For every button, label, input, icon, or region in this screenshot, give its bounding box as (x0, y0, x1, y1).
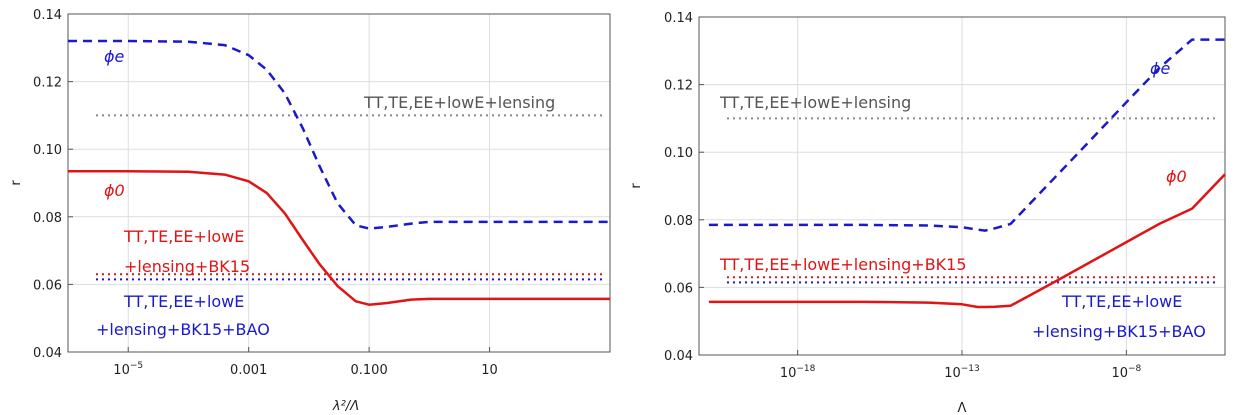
left-label-phi-e: ϕe (104, 47, 125, 66)
left-x-tick-label: 10 (481, 363, 498, 378)
left-y-tick-label: 0.04 (33, 346, 62, 361)
left-series-line (68, 39, 610, 230)
left-annotation-bk15-line1: TT,TE,EE+lowE (123, 227, 244, 246)
left-plot-frame (67, 13, 611, 353)
right-annotation-lensing: TT,TE,EE+lowE+lensing (719, 93, 911, 112)
right-annotation-bk15: TT,TE,EE+lowE+lensing+BK15 (719, 255, 967, 274)
right-y-tick-label: 0.10 (664, 146, 693, 161)
right-annotation-bao-line2: +lensing+BK15+BAO (1032, 322, 1206, 341)
left-y-tick-label: 0.08 (33, 211, 62, 226)
left-x-ticks: 10−5 0.001 0.100 10 (113, 347, 498, 378)
right-y-tick-label: 0.14 (664, 11, 693, 26)
right-reference-lines (727, 117, 1217, 284)
left-y-ticks: 0.04 0.06 0.08 0.10 0.12 0.14 (33, 8, 73, 361)
right-y-axis-label: r (629, 183, 644, 189)
left-y-axis-label: r (9, 180, 24, 186)
right-series (708, 38, 1226, 309)
left-series (68, 39, 610, 306)
left-annotation-bk15-line2: +lensing+BK15 (124, 257, 250, 276)
right-x-tick-label: 10−18 (780, 364, 816, 381)
left-y-tick-label: 0.14 (33, 8, 62, 23)
left-x-tick-label: 0.001 (230, 363, 267, 378)
left-annotation-lensing: TT,TE,EE+lowE+lensing (363, 93, 555, 112)
left-annotation-bao-line2: +lensing+BK15+BAO (96, 320, 270, 339)
right-y-tick-label: 0.08 (664, 214, 693, 229)
right-y-tick-label: 0.12 (664, 79, 693, 94)
right-label-phi-e: ϕe (1150, 59, 1171, 78)
right-label-phi-0: ϕ0 (1166, 167, 1187, 186)
left-panel: 0.040.060.080.100.120.14 10−5 0.001 0.100 1… (9, 8, 611, 414)
left-x-axis-label: λ²/Λ (332, 399, 359, 414)
right-annotation-bao-line1: TT,TE,EE+lowE (1061, 292, 1182, 311)
left-annotation-bao-line1: TT,TE,EE+lowE (123, 292, 244, 311)
right-x-tick-label: 10−13 (944, 364, 980, 381)
left-label-phi-0: ϕ0 (104, 181, 125, 200)
left-reference-lines (96, 114, 602, 281)
left-x-tick-label: 0.100 (351, 363, 388, 378)
right-y-tick-label: 0.04 (664, 349, 693, 364)
left-y-tick-label: 0.12 (33, 76, 62, 91)
right-y-ticks: 0.04 0.06 0.08 0.10 0.12 0.14 (664, 11, 704, 364)
left-y-tick-label: 0.10 (33, 143, 62, 158)
right-panel: 0.040.060.080.100.120.14 10−18 10−13 10−8 … (629, 11, 1226, 415)
right-series-line (708, 38, 1225, 232)
right-y-tick-label: 0.06 (664, 281, 693, 296)
left-series-line (68, 169, 610, 306)
right-series-line (708, 173, 1226, 309)
right-x-tick-label: 10−8 (1111, 364, 1141, 381)
right-x-axis-label: Λ (958, 401, 967, 415)
left-x-tick-label: 10−5 (113, 361, 143, 378)
left-y-tick-label: 0.06 (33, 278, 62, 293)
